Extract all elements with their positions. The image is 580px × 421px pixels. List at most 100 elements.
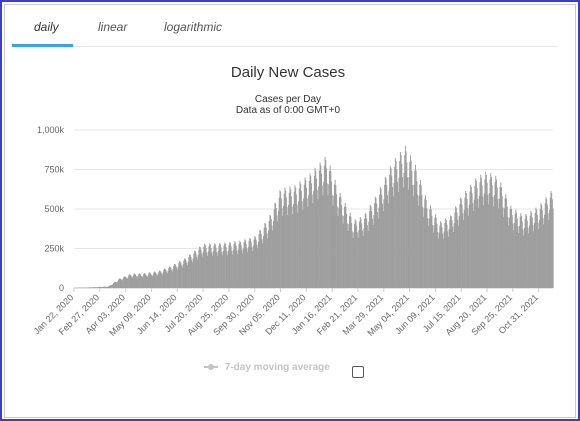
y-tick-label: 250k xyxy=(44,244,64,254)
bar xyxy=(234,241,236,288)
bar xyxy=(185,260,187,288)
bar xyxy=(136,277,138,288)
bar xyxy=(482,196,484,288)
bar xyxy=(321,185,323,288)
bar xyxy=(217,255,219,288)
bar xyxy=(189,255,191,288)
bar xyxy=(258,234,260,288)
bar xyxy=(357,237,359,288)
bar xyxy=(551,199,553,288)
bar xyxy=(213,245,215,288)
bar xyxy=(95,287,97,288)
bar xyxy=(120,279,122,288)
bar xyxy=(435,217,437,288)
bar xyxy=(112,284,114,288)
bar xyxy=(270,219,272,288)
bar xyxy=(170,268,172,288)
bar xyxy=(140,274,142,288)
bar xyxy=(381,194,383,288)
bar xyxy=(312,203,314,288)
tab-linear[interactable]: linear xyxy=(98,20,128,34)
bar xyxy=(399,151,401,288)
bar xyxy=(106,286,108,288)
bar xyxy=(120,278,122,288)
bar xyxy=(156,275,158,288)
bar xyxy=(356,225,358,288)
bar xyxy=(137,276,139,288)
bar xyxy=(304,177,306,288)
bar xyxy=(347,230,349,288)
bar xyxy=(219,243,221,288)
bar xyxy=(546,204,548,288)
bar xyxy=(535,207,537,288)
bar xyxy=(303,198,305,288)
bar xyxy=(430,209,432,288)
bar xyxy=(395,161,397,288)
bar xyxy=(279,190,281,288)
bar xyxy=(387,203,389,288)
bar xyxy=(122,279,124,288)
bar xyxy=(453,223,455,288)
bar xyxy=(233,244,235,288)
bar xyxy=(544,203,546,288)
bar xyxy=(179,261,181,288)
bar xyxy=(214,243,216,288)
bar xyxy=(256,244,258,288)
bar xyxy=(123,277,125,288)
bar xyxy=(536,214,538,288)
bar xyxy=(533,231,535,288)
bar xyxy=(220,247,222,288)
bar xyxy=(488,204,490,288)
bar xyxy=(516,218,518,288)
bar xyxy=(295,187,297,288)
bar xyxy=(426,208,428,288)
bar xyxy=(212,251,214,288)
bar xyxy=(437,231,439,288)
bar xyxy=(176,269,178,288)
legend-line-icon xyxy=(204,364,218,371)
moving-average-checkbox[interactable] xyxy=(352,366,364,378)
tab-logarithmic[interactable]: logarithmic xyxy=(164,20,223,34)
bar xyxy=(154,271,156,288)
bar xyxy=(87,287,89,288)
bar xyxy=(268,221,270,288)
bar xyxy=(364,212,366,288)
bar xyxy=(518,233,520,288)
bar xyxy=(496,187,498,288)
bar xyxy=(454,212,456,288)
bar xyxy=(189,254,191,288)
bar xyxy=(174,264,176,288)
bar xyxy=(316,190,318,288)
bar xyxy=(336,206,338,288)
bar xyxy=(271,225,273,288)
bar xyxy=(132,276,134,288)
bar xyxy=(235,245,237,288)
bar xyxy=(433,225,435,288)
bar xyxy=(396,169,398,288)
bar xyxy=(480,177,482,288)
bar xyxy=(371,211,373,288)
bar xyxy=(408,176,410,288)
bar xyxy=(456,212,458,288)
legend-item-moving-average[interactable]: 7-day moving average xyxy=(204,362,330,373)
bar xyxy=(214,244,216,288)
bar xyxy=(403,172,405,288)
bar xyxy=(371,218,373,288)
bar xyxy=(155,272,157,288)
bar xyxy=(187,261,189,288)
bar xyxy=(423,208,425,288)
tab-daily[interactable]: daily xyxy=(34,20,59,34)
bar xyxy=(161,274,163,288)
bar xyxy=(326,183,328,288)
bar xyxy=(318,170,320,288)
bar xyxy=(191,262,193,288)
bar xyxy=(203,246,205,288)
bar xyxy=(260,230,262,288)
bar xyxy=(202,251,204,288)
bar xyxy=(402,187,404,288)
bar xyxy=(259,229,261,288)
bar xyxy=(201,256,203,288)
bar xyxy=(284,187,286,288)
bar xyxy=(199,246,201,288)
